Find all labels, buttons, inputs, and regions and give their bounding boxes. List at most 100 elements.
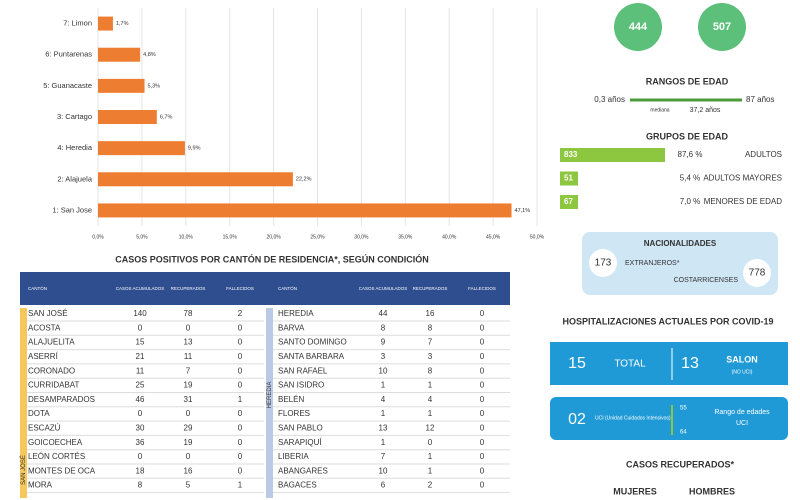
column-header: CASOS ACUMULADOS: [359, 286, 408, 291]
cell: 0: [480, 395, 485, 404]
x-tick-label: 10,0%: [179, 234, 194, 240]
canton: ALAJUELITA: [28, 338, 75, 347]
cell: 0: [480, 352, 485, 361]
cell: 0: [238, 409, 243, 418]
uci-range-label: Rango de edades: [714, 409, 770, 416]
value-label: 6,7%: [160, 114, 173, 120]
cell: 25: [136, 381, 145, 390]
canton: ABANGARES: [278, 466, 328, 475]
cell: 0: [480, 438, 485, 447]
cell: 0: [238, 424, 243, 433]
cell: 30: [136, 424, 145, 433]
total: 15: [568, 355, 586, 372]
men: HOMBRES: [689, 486, 735, 496]
column-header: CASOS ACUMULADOS: [116, 286, 165, 291]
local: 778: [749, 268, 766, 279]
uci-min: 55: [680, 406, 687, 412]
cell: 0: [480, 323, 485, 332]
canton: MONTES DE OCA: [28, 466, 96, 475]
cell: 0: [238, 438, 243, 447]
group-label: ADULTOS: [745, 150, 782, 159]
cell: 0: [238, 381, 243, 390]
canton: BARVA: [278, 323, 305, 332]
cell: 1: [428, 452, 433, 461]
total-label: TOTAL: [614, 359, 646, 370]
cell: 7: [428, 338, 433, 347]
cell: 7: [381, 452, 386, 461]
cell: 0: [480, 309, 485, 318]
cell: 0: [480, 424, 485, 433]
x-tick-label: 35,0%: [398, 234, 413, 240]
circle: [614, 3, 662, 51]
bar: [98, 16, 113, 31]
x-tick-label: 20,0%: [267, 234, 282, 240]
canton: SAN RAFAEL: [278, 366, 328, 375]
group-bar: [560, 148, 665, 162]
cell: 5: [186, 481, 191, 490]
cell: 0: [138, 409, 143, 418]
cell: 1: [428, 409, 433, 418]
y-tick-label: 6: Puntarenas: [45, 50, 92, 59]
cell: 13: [184, 338, 193, 347]
circle: [589, 249, 617, 277]
canton: ASERRÍ: [28, 352, 59, 361]
x-tick-label: 45,0%: [486, 234, 501, 240]
cell: 7: [186, 366, 191, 375]
group-pct: 7,0 %: [680, 197, 700, 206]
median: 37,2 años: [690, 107, 721, 114]
cell: 8: [428, 323, 433, 332]
section-title: RANGOS DE EDAD: [646, 76, 729, 86]
canton: HEREDIA: [278, 309, 314, 318]
cell: 36: [136, 438, 145, 447]
cell: 21: [136, 352, 145, 361]
bar: [98, 172, 293, 187]
cell: 0: [186, 452, 191, 461]
y-tick-label: 5: Guanacaste: [43, 81, 92, 90]
value-label: 9,9%: [188, 146, 201, 152]
local-label: COSTARRICENSES: [674, 277, 739, 284]
canton: CORONADO: [28, 366, 75, 375]
cell: 0: [238, 366, 243, 375]
group-count: 67: [564, 197, 573, 206]
y-tick-label: 2: Alajuela: [57, 174, 92, 183]
group-bar: [560, 171, 578, 186]
bar: [98, 47, 141, 62]
canton: BAGACES: [278, 481, 317, 490]
cell: 31: [184, 395, 193, 404]
canton: CURRIDABAT: [28, 381, 80, 390]
group-label: MENORES DE EDAD: [704, 197, 782, 206]
cell: 3: [428, 352, 433, 361]
cell: 18: [136, 466, 145, 475]
cell: 0: [238, 323, 243, 332]
canton: MORA: [28, 481, 53, 490]
cell: 4: [381, 395, 386, 404]
cell: 0: [480, 409, 485, 418]
section-title: CASOS RECUPERADOS*: [626, 459, 735, 469]
value-label: 22,2%: [296, 177, 312, 183]
x-tick-label: 30,0%: [354, 234, 369, 240]
group-count: 51: [564, 174, 573, 183]
column-header: RECUPERADOS: [413, 286, 448, 291]
circle: [743, 259, 771, 287]
cell: 46: [136, 395, 145, 404]
cell: 15: [136, 338, 145, 347]
uci-max: 64: [680, 430, 687, 436]
cell: 0: [186, 409, 191, 418]
group-pct: 87,6 %: [678, 150, 703, 159]
cell: 44: [379, 309, 388, 318]
table-title: CASOS POSITIVOS POR CANTÓN DE RESIDENCIA…: [115, 253, 429, 264]
section-title: NACIONALIDADES: [644, 239, 717, 248]
canton: SARAPIQUÍ: [278, 438, 322, 447]
y-tick-label: 7: Limon: [63, 19, 92, 28]
cell: 1: [381, 438, 386, 447]
canton: ACOSTA: [28, 323, 61, 332]
cell: 0: [238, 452, 243, 461]
cell: 8: [428, 366, 433, 375]
cell: 2: [428, 481, 433, 490]
cell: 8: [138, 481, 143, 490]
cell: 1: [428, 466, 433, 475]
canton: SANTO DOMINGO: [278, 338, 347, 347]
canton: DOTA: [28, 409, 50, 418]
cell: 0: [480, 452, 485, 461]
